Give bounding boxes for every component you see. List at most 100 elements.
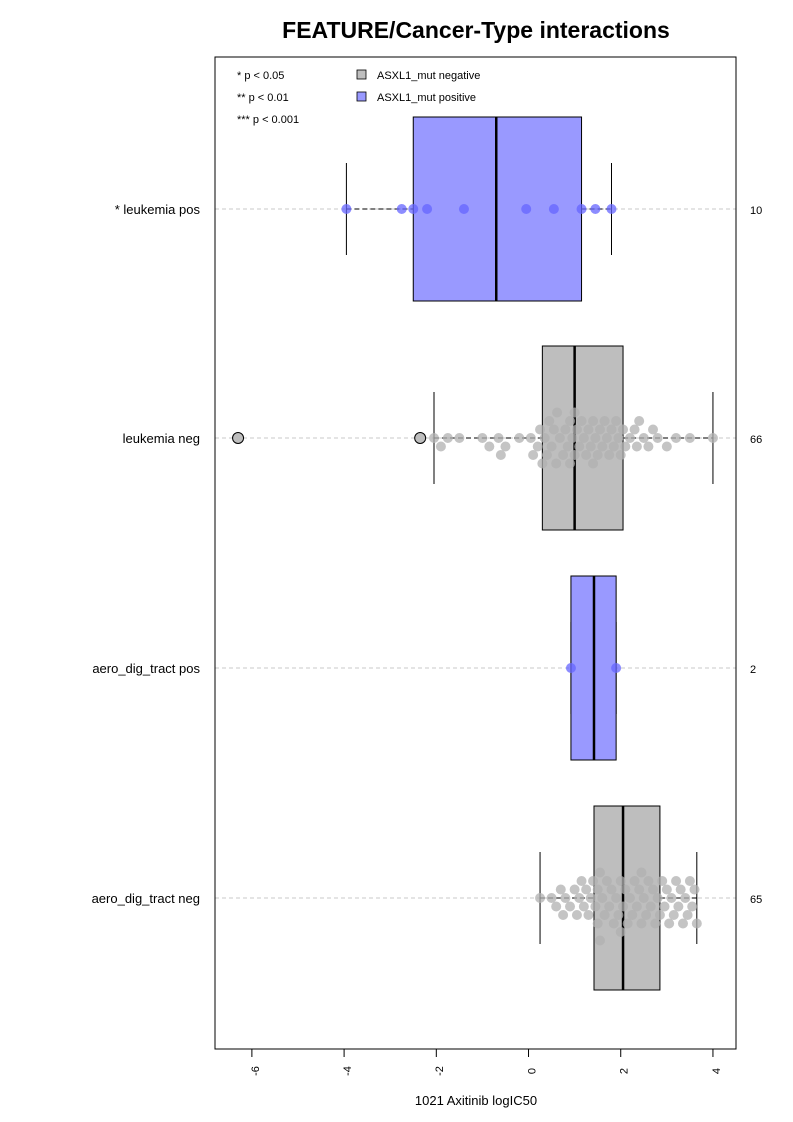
legend-label: ASXL1_mut negative [377, 70, 480, 82]
data-point [576, 416, 587, 426]
data-point [618, 901, 629, 912]
chart-title: FEATURE/Cancer-Type interactions [282, 17, 670, 43]
data-point [629, 876, 640, 886]
data-point [588, 416, 599, 426]
data-point [565, 416, 576, 426]
x-tick-label: 4 [711, 1068, 723, 1074]
data-point [659, 901, 670, 912]
data-point [583, 910, 594, 920]
data-point [643, 441, 654, 452]
data-point [664, 918, 675, 929]
data-point [341, 204, 352, 214]
data-point [535, 424, 546, 435]
outlier-point [232, 432, 245, 444]
data-point [590, 901, 601, 912]
data-point [627, 910, 638, 920]
data-point [680, 893, 691, 903]
data-point [638, 433, 649, 443]
data-point [636, 918, 647, 929]
data-point [673, 901, 684, 912]
data-point [611, 416, 622, 426]
data-point [567, 433, 578, 443]
data-point [477, 433, 488, 443]
data-point [571, 910, 582, 920]
data-point [555, 884, 566, 895]
data-point [622, 918, 633, 929]
legend-swatch [356, 69, 367, 80]
significance-legend-item: * p < 0.05 [237, 70, 284, 82]
plot-frame [214, 56, 737, 1050]
data-point [661, 441, 672, 452]
data-point [558, 450, 569, 460]
data-point [585, 441, 596, 452]
group-label: * leukemia pos [115, 202, 201, 217]
data-point [569, 884, 580, 895]
data-point [422, 204, 433, 214]
data-point [558, 910, 569, 920]
group-count-label: 66 [750, 434, 762, 446]
data-point [615, 927, 626, 937]
legend-label: ASXL1_mut positive [377, 92, 476, 104]
data-point [594, 935, 605, 946]
data-point [592, 884, 603, 895]
data-point [592, 450, 603, 460]
data-point [535, 893, 546, 903]
data-point [629, 424, 640, 435]
data-point [588, 876, 599, 886]
data-point [638, 893, 649, 903]
data-point [435, 441, 446, 452]
data-point [648, 424, 659, 435]
data-point [606, 204, 617, 214]
data-point [645, 901, 656, 912]
data-point [606, 884, 617, 895]
x-tick-label: 0 [526, 1068, 538, 1074]
data-point [615, 876, 626, 886]
data-point [551, 458, 562, 469]
data-point [495, 450, 506, 460]
data-point [521, 204, 532, 214]
data-point [643, 876, 654, 886]
data-point [537, 458, 548, 469]
data-point [615, 450, 626, 460]
data-point [560, 893, 571, 903]
data-point [682, 910, 693, 920]
outlier-point [414, 432, 427, 444]
data-point [601, 433, 612, 443]
data-point [565, 901, 576, 912]
data-point [552, 407, 563, 418]
data-point [551, 901, 562, 912]
data-point [576, 204, 587, 214]
data-point [689, 884, 700, 895]
data-point [588, 458, 599, 469]
data-point [574, 441, 585, 452]
data-point [624, 433, 635, 443]
data-point [606, 424, 617, 435]
data-point [599, 910, 610, 920]
data-point [652, 893, 663, 903]
data-point [539, 433, 550, 443]
data-point [631, 901, 642, 912]
data-point [657, 876, 668, 886]
data-point [458, 204, 469, 214]
data-point [583, 424, 594, 435]
data-point [618, 424, 629, 435]
data-point [620, 884, 631, 895]
data-point [671, 433, 682, 443]
significance-legend-item: *** p < 0.001 [237, 114, 299, 126]
group-count-label: 65 [750, 894, 762, 906]
data-point [631, 441, 642, 452]
x-axis-label: 1021 Axitinib logIC50 [415, 1093, 537, 1108]
data-point [654, 910, 665, 920]
data-point [554, 433, 565, 443]
data-point [611, 893, 622, 903]
data-point [671, 876, 682, 886]
data-point [613, 433, 624, 443]
data-point [648, 884, 659, 895]
group-label: aero_dig_tract neg [92, 891, 200, 906]
x-tick-label: -4 [342, 1066, 354, 1076]
group-label: aero_dig_tract pos [92, 661, 200, 676]
data-point [668, 910, 679, 920]
data-point [442, 433, 453, 443]
data-point [454, 433, 465, 443]
